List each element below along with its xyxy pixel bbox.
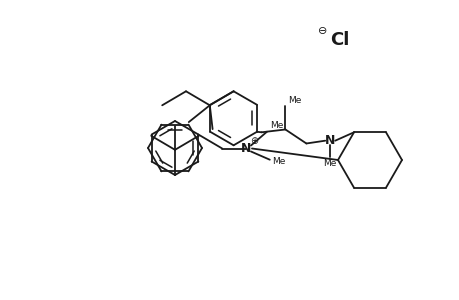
Text: ⊖: ⊖	[318, 26, 327, 36]
Text: N: N	[325, 134, 335, 147]
Text: Me: Me	[269, 121, 283, 130]
Text: Me: Me	[288, 96, 301, 105]
Text: Me: Me	[271, 157, 285, 166]
Text: Me: Me	[323, 159, 336, 168]
Text: ⊕: ⊕	[249, 136, 257, 146]
Text: Cl: Cl	[329, 31, 349, 49]
Text: N: N	[240, 142, 251, 155]
